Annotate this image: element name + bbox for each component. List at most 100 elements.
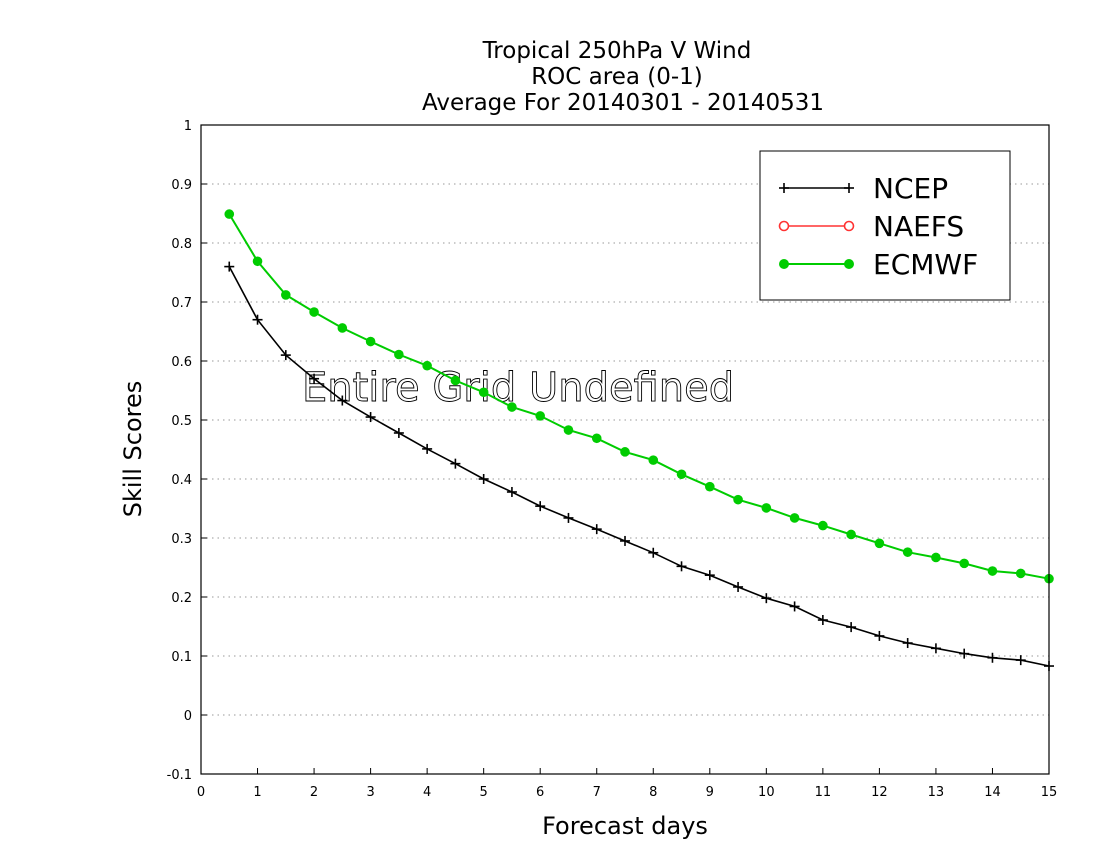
chart-title-line-1: Tropical 250hPa V Wind bbox=[482, 38, 752, 64]
x-tick-label: 12 bbox=[871, 785, 888, 800]
y-tick-label: 0.3 bbox=[171, 532, 192, 547]
data-point-ecmwf bbox=[705, 481, 715, 492]
series-ncep bbox=[224, 261, 1054, 672]
data-point-ncep bbox=[252, 314, 263, 325]
data-point-legend-ncep bbox=[779, 183, 789, 193]
data-point-legend-ecmwf bbox=[779, 259, 789, 269]
data-point-ecmwf bbox=[309, 307, 319, 317]
data-point-ecmwf bbox=[874, 538, 885, 549]
chart-title-line-2: ROC area (0-1) bbox=[531, 64, 703, 90]
data-point-ncep bbox=[337, 395, 348, 406]
plot-frame bbox=[200, 124, 1050, 775]
data-point-ecmwf bbox=[224, 209, 235, 219]
data-point-ncep bbox=[733, 581, 744, 592]
data-point-ecmwf bbox=[337, 323, 348, 333]
data-point-ecmwf bbox=[507, 402, 517, 412]
data-point-ncep bbox=[846, 622, 857, 633]
data-point-ecmwf bbox=[987, 566, 998, 576]
legend-entry-ncep: NCEP bbox=[779, 172, 948, 205]
data-point-ecmwf bbox=[676, 469, 687, 480]
data-point-ncep bbox=[789, 601, 800, 612]
data-point-legend-ecmwf bbox=[844, 259, 854, 269]
y-tick-label: 1 bbox=[184, 119, 192, 134]
data-point-ncep bbox=[506, 486, 517, 497]
chart-title-line-3: Average For 20140301 - 20140531 bbox=[422, 90, 824, 116]
data-point-ncep bbox=[930, 643, 941, 654]
data-point-legend-naefs bbox=[843, 220, 855, 232]
annotation-text: Entire Grid Undefined bbox=[302, 365, 734, 411]
y-tick-label: 0 bbox=[184, 709, 192, 724]
y-tick-label: 0.9 bbox=[171, 178, 192, 193]
data-point-ecmwf bbox=[281, 290, 291, 300]
x-tick-label: 15 bbox=[1041, 785, 1058, 800]
data-point-ncep bbox=[648, 547, 659, 558]
data-point-ecmwf bbox=[422, 360, 432, 371]
data-point-ecmwf bbox=[252, 256, 263, 267]
data-point-ncep bbox=[676, 561, 687, 572]
data-point-legend-ncep bbox=[844, 183, 854, 193]
data-point-ncep bbox=[959, 648, 970, 659]
x-tick-label: 8 bbox=[649, 785, 657, 800]
data-point-ecmwf bbox=[620, 447, 630, 457]
data-point-ecmwf bbox=[846, 529, 856, 540]
data-point-ecmwf bbox=[648, 455, 659, 465]
y-axis-title: Skill Scores bbox=[119, 381, 147, 518]
data-point-ecmwf bbox=[931, 552, 941, 563]
x-tick-label: 4 bbox=[423, 785, 431, 800]
x-tick-label: 13 bbox=[928, 785, 945, 800]
data-point-ecmwf bbox=[394, 349, 404, 360]
series-line-ecmwf bbox=[228, 213, 1050, 580]
x-tick-label: 10 bbox=[758, 785, 775, 800]
y-tick-label: 0.4 bbox=[171, 473, 192, 488]
data-point-ncep bbox=[591, 524, 602, 535]
data-point-ncep bbox=[280, 350, 291, 361]
data-point-ncep bbox=[393, 427, 404, 438]
series-lines bbox=[224, 209, 1054, 672]
data-point-ecmwf bbox=[789, 513, 800, 523]
data-point-ecmwf bbox=[478, 387, 489, 398]
series-line-ncep bbox=[228, 266, 1050, 667]
y-tick-label: 0.8 bbox=[171, 237, 192, 252]
x-tick-label: 11 bbox=[815, 785, 832, 800]
data-point-ncep bbox=[761, 593, 772, 604]
data-point-ncep bbox=[902, 638, 913, 649]
data-point-ecmwf bbox=[591, 433, 602, 444]
x-tick-label: 0 bbox=[197, 785, 205, 800]
y-tick-label: 0.2 bbox=[171, 591, 192, 606]
data-point-ecmwf bbox=[450, 375, 461, 386]
data-point-ncep bbox=[224, 261, 235, 272]
data-point-ncep bbox=[874, 630, 885, 641]
x-axis-title: Forecast days bbox=[542, 812, 708, 840]
data-point-ncep bbox=[535, 501, 546, 512]
y-tick-label: 0.7 bbox=[171, 296, 192, 311]
x-tick-label: 14 bbox=[984, 785, 1001, 800]
data-point-ncep bbox=[365, 412, 376, 423]
legend-label-naefs: NAEFS bbox=[873, 210, 964, 243]
series-ecmwf bbox=[224, 209, 1054, 584]
x-tick-label: 3 bbox=[366, 785, 374, 800]
y-tick-label: 0.6 bbox=[171, 355, 192, 370]
data-point-ncep bbox=[478, 474, 489, 484]
x-tick-label: 6 bbox=[536, 785, 544, 800]
axis-ticks: -0.100.10.20.30.40.50.60.70.80.910 1 2 3 4 5 6… bbox=[167, 119, 1058, 800]
legend: NCEP NAEFS ECMWF bbox=[759, 150, 1011, 301]
y-tick-label: 0.1 bbox=[171, 650, 192, 665]
data-point-ecmwf bbox=[563, 425, 574, 435]
data-point-ncep bbox=[309, 373, 320, 384]
data-point-ncep bbox=[563, 512, 574, 523]
data-point-ecmwf bbox=[733, 494, 743, 505]
legend-label-ecmwf: ECMWF bbox=[873, 248, 978, 281]
x-tick-label: 1 bbox=[253, 785, 261, 800]
y-tick-label: -0.1 bbox=[167, 768, 192, 783]
legend-entry-ecmwf: ECMWF bbox=[779, 248, 978, 281]
data-point-ncep bbox=[817, 615, 828, 626]
y-tick-label: 0.5 bbox=[171, 414, 192, 429]
data-point-ncep bbox=[1015, 655, 1026, 666]
data-point-ecmwf bbox=[535, 411, 545, 421]
legend-label-ncep: NCEP bbox=[873, 172, 948, 205]
x-tick-label: 2 bbox=[310, 785, 318, 800]
data-point-ncep bbox=[422, 443, 433, 454]
x-tick-label: 5 bbox=[480, 785, 488, 800]
